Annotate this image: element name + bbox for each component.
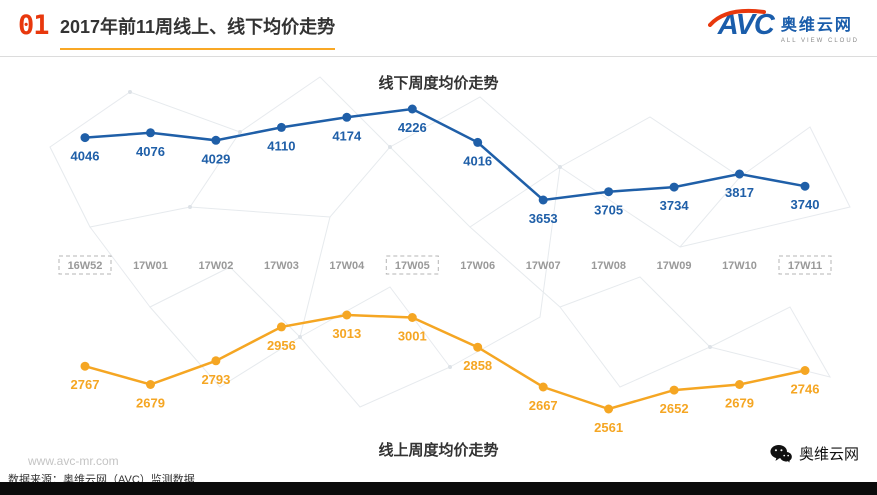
online-data-point xyxy=(735,380,744,389)
offline-value-label: 4046 xyxy=(71,149,100,164)
wechat-account: 奥维云网 xyxy=(770,443,859,464)
category-label: 16W52 xyxy=(68,260,103,272)
offline-data-point xyxy=(604,187,614,197)
online-value-label: 2652 xyxy=(660,401,689,416)
avc-swoosh-icon xyxy=(707,8,766,27)
online-data-point xyxy=(407,313,417,322)
offline-data-point xyxy=(669,182,679,192)
wechat-account-name: 奥维云网 xyxy=(798,446,859,463)
category-label: 17W05 xyxy=(395,260,430,272)
page-title: 2017年前11周线上、线下均价走势 xyxy=(60,13,336,50)
line-chart: 4046 4076 4029 4110 4174 4226 4016 3653 3705 3734… xyxy=(58,104,832,435)
online-data-point xyxy=(276,322,286,332)
offline-value-label: 4016 xyxy=(463,153,492,168)
offline-data-point xyxy=(407,104,417,114)
online-value-label: 2679 xyxy=(136,396,165,411)
online-value-label: 2667 xyxy=(529,398,558,413)
online-chart-title: 线上周度均价走势 xyxy=(378,442,499,459)
offline-data-point xyxy=(800,181,810,191)
offline-value-label: 4076 xyxy=(136,144,165,159)
category-label: 17W06 xyxy=(460,260,495,272)
online-value-label: 2793 xyxy=(201,372,230,387)
offline-data-point xyxy=(276,122,286,132)
offline-value-label: 3653 xyxy=(529,211,558,226)
offline-value-label: 3734 xyxy=(660,198,690,213)
offline-line xyxy=(84,107,806,202)
offline-data-point xyxy=(735,169,744,179)
online-value-label: 2767 xyxy=(71,377,100,392)
offline-value-label: 4029 xyxy=(201,151,230,166)
offline-data-point xyxy=(146,128,155,138)
category-label: 17W04 xyxy=(329,260,365,272)
offline-value-label: 3705 xyxy=(594,203,623,218)
bottom-black-bar xyxy=(0,482,877,495)
online-value-label: 2956 xyxy=(267,338,296,353)
online-value-label: 3001 xyxy=(398,329,427,344)
avc-logo-tagline: ALL VIEW CLOUD xyxy=(780,38,859,44)
online-value-label: 2679 xyxy=(725,396,754,411)
category-label: 17W09 xyxy=(657,260,692,272)
online-data-point xyxy=(342,310,352,320)
offline-value-label: 4226 xyxy=(398,120,427,135)
offline-value-label: 3740 xyxy=(791,197,820,212)
online-data-point xyxy=(800,366,810,375)
offline-chart-title: 线下周度均价走势 xyxy=(378,75,499,92)
category-label: 17W01 xyxy=(133,260,168,272)
category-label: 17W08 xyxy=(591,260,626,272)
online-value-label: 2561 xyxy=(594,420,623,435)
category-label: 17W11 xyxy=(788,260,822,272)
offline-value-label: 4174 xyxy=(332,128,362,143)
chart-area: 4046 4076 4029 4110 4174 4226 4016 3653 3705 3734… xyxy=(0,57,877,459)
header: 01 2017年前11周线上、线下均价走势 AVC 奥维云网 ALL VIEW … xyxy=(0,0,877,57)
online-data-point xyxy=(538,382,548,392)
category-label: 17W03 xyxy=(264,260,299,272)
avc-logo-name: 奥维云网 xyxy=(780,17,853,34)
online-data-point xyxy=(146,380,155,389)
category-label: 17W07 xyxy=(526,260,561,272)
online-data-point xyxy=(80,361,90,371)
online-value-label: 2858 xyxy=(463,358,492,373)
offline-value-label: 3817 xyxy=(725,185,754,200)
avc-logo: AVC 奥维云网 ALL VIEW CLOUD xyxy=(707,7,859,44)
category-label: 17W10 xyxy=(722,260,757,272)
offline-data-point xyxy=(538,195,548,205)
website-url: www.avc-mr.com xyxy=(28,454,119,468)
slide-number: 01 xyxy=(18,10,50,41)
offline-data-point xyxy=(342,112,352,122)
online-data-point xyxy=(604,404,614,414)
avc-logo-name-block: 奥维云网 ALL VIEW CLOUD xyxy=(781,11,859,44)
online-data-point xyxy=(211,356,221,366)
offline-data-point xyxy=(211,135,221,145)
offline-data-point xyxy=(473,137,483,147)
online-value-label: 2746 xyxy=(791,382,820,397)
online-data-point xyxy=(669,385,679,395)
online-value-label: 3013 xyxy=(332,326,361,341)
category-label: 17W02 xyxy=(198,260,233,272)
online-data-point xyxy=(473,342,483,352)
online-line xyxy=(84,313,806,411)
offline-value-label: 4110 xyxy=(267,138,295,153)
offline-data-point xyxy=(80,133,90,143)
wechat-icon xyxy=(770,444,792,463)
